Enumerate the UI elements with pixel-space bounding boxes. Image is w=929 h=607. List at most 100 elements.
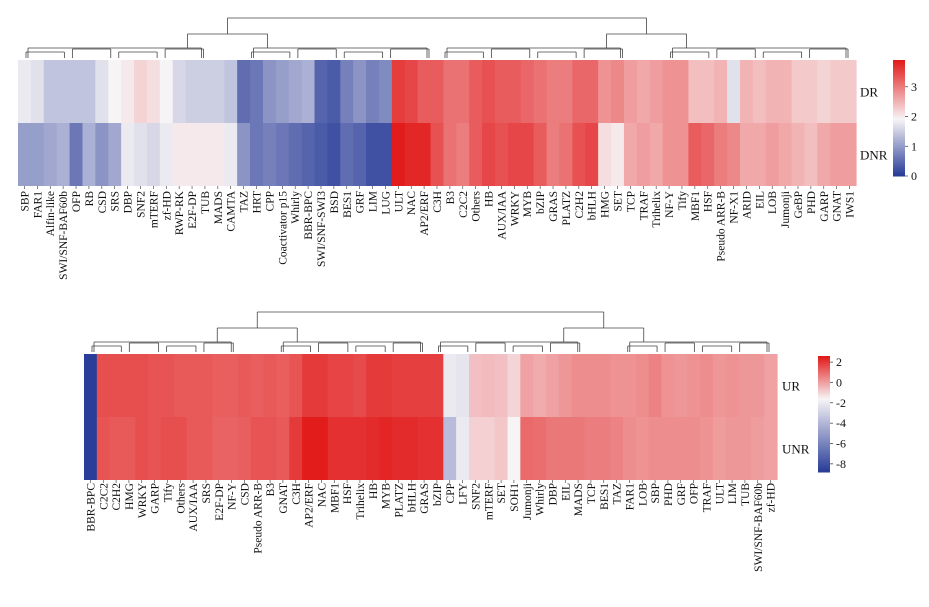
heatmap-cell [301, 60, 316, 123]
colorbar-step [893, 98, 905, 102]
heatmap-cell [494, 417, 509, 480]
column-label: SET [612, 191, 624, 211]
heatmap-cell [417, 417, 432, 480]
column-label: GARP [150, 483, 162, 514]
colorbar-step [818, 367, 830, 371]
heatmap-cell [30, 60, 45, 123]
column-label: B3 [445, 191, 457, 205]
column-label: ULT [714, 483, 726, 504]
heatmap-cell [830, 123, 844, 186]
colorbar-step [818, 454, 830, 458]
heatmap-cell [366, 417, 380, 480]
heatmap-cell [161, 354, 175, 417]
colorbar-step [893, 73, 905, 76]
colorbar-step [818, 356, 830, 359]
column-label: BES1 [342, 191, 354, 218]
colorbar-step [893, 89, 905, 92]
colorbar-tick-label: 1 [911, 139, 917, 153]
colorbar-step [893, 145, 905, 148]
colorbar-step [893, 96, 905, 100]
heatmap-cell [443, 417, 457, 480]
heatmap-cell [315, 354, 329, 417]
colorbar-step [893, 104, 905, 107]
heatmap-cell [430, 123, 445, 186]
heatmap-cell [520, 417, 534, 480]
heatmap-cell [597, 354, 611, 417]
colorbar-step [893, 77, 905, 80]
colorbar-step [818, 429, 830, 432]
colorbar-step [818, 398, 830, 401]
heatmap-cell [520, 123, 535, 186]
colorbar-step [893, 141, 905, 144]
heatmap-cell [161, 417, 175, 480]
colorbar-step [893, 160, 905, 163]
heatmap-cell [649, 60, 664, 123]
column-label: TUB [740, 483, 752, 506]
heatmap-cell [379, 354, 393, 417]
column-label: EIL [560, 483, 572, 501]
heatmap-cell [43, 60, 58, 123]
heatmap-cell [185, 60, 200, 123]
colorbar-step [893, 60, 905, 63]
heatmap-panel-2: UR UNR BBR-BPC C2C2 C2H2 HMG WRKY GARP Tify Other… [84, 311, 846, 572]
heatmap-cell [69, 123, 84, 186]
heatmap-cell [417, 123, 432, 186]
heatmap-cell [727, 60, 741, 123]
heatmap-cell [520, 354, 534, 417]
heatmap-cell [495, 60, 509, 123]
heatmap-cell [558, 354, 573, 417]
column-label: mTERF [148, 191, 160, 228]
heatmap-cell [611, 123, 625, 186]
heatmap-cell [340, 60, 354, 123]
colorbar-tick-label: 2 [911, 110, 917, 124]
colorbar-step [818, 427, 830, 430]
colorbar-step [893, 125, 905, 129]
heatmap-cell [597, 417, 611, 480]
column-label: Tify [677, 191, 689, 211]
heatmap-cell [378, 60, 393, 123]
heatmap-cell [237, 123, 251, 186]
heatmap-cell [571, 417, 586, 480]
heatmap-cell [148, 417, 162, 480]
heatmap-cell [546, 123, 561, 186]
heatmap-cell [185, 123, 200, 186]
heatmap-cell [366, 354, 380, 417]
colorbar-step [893, 100, 905, 104]
heatmap-cell [584, 417, 598, 480]
heatmap-cell [250, 354, 265, 417]
heatmap-cell [520, 60, 535, 123]
colorbar-step [818, 412, 830, 415]
heatmap-cell [186, 354, 201, 417]
column-label: Pseudo ARR-B [716, 191, 728, 262]
colorbar-step [818, 375, 830, 378]
heatmap-cell [96, 417, 111, 480]
heatmap-cell [404, 354, 419, 417]
column-label: LOB [767, 191, 779, 214]
colorbar-step [893, 65, 905, 69]
heatmap-cell [56, 60, 71, 123]
column-label: IWS1 [845, 191, 857, 218]
column-label: SWI/SNF-SWI3 [316, 191, 328, 267]
heatmap-cell [752, 60, 767, 123]
heatmap-cell [109, 354, 124, 417]
heatmap-cell [430, 354, 444, 417]
heatmap-cell [95, 60, 109, 123]
row-label: UR [782, 379, 800, 394]
heatmap-cell [764, 417, 778, 480]
heatmap-cell [250, 417, 265, 480]
heatmap-cell [262, 123, 277, 186]
column-label: zf-HD [766, 483, 778, 512]
column-label: Pseudo ARR-B [252, 483, 264, 554]
column-label: OFP [689, 483, 701, 504]
colorbar-step [818, 433, 830, 436]
column-label: TRAF [638, 191, 650, 220]
column-label: NF-X1 [729, 191, 741, 224]
heatmap-cell [714, 60, 728, 123]
colorbar-step [818, 400, 830, 403]
heatmap-cell [778, 60, 793, 123]
heatmap-cell [764, 354, 778, 417]
column-label: FAR1 [624, 483, 636, 511]
colorbar-step [818, 414, 830, 417]
